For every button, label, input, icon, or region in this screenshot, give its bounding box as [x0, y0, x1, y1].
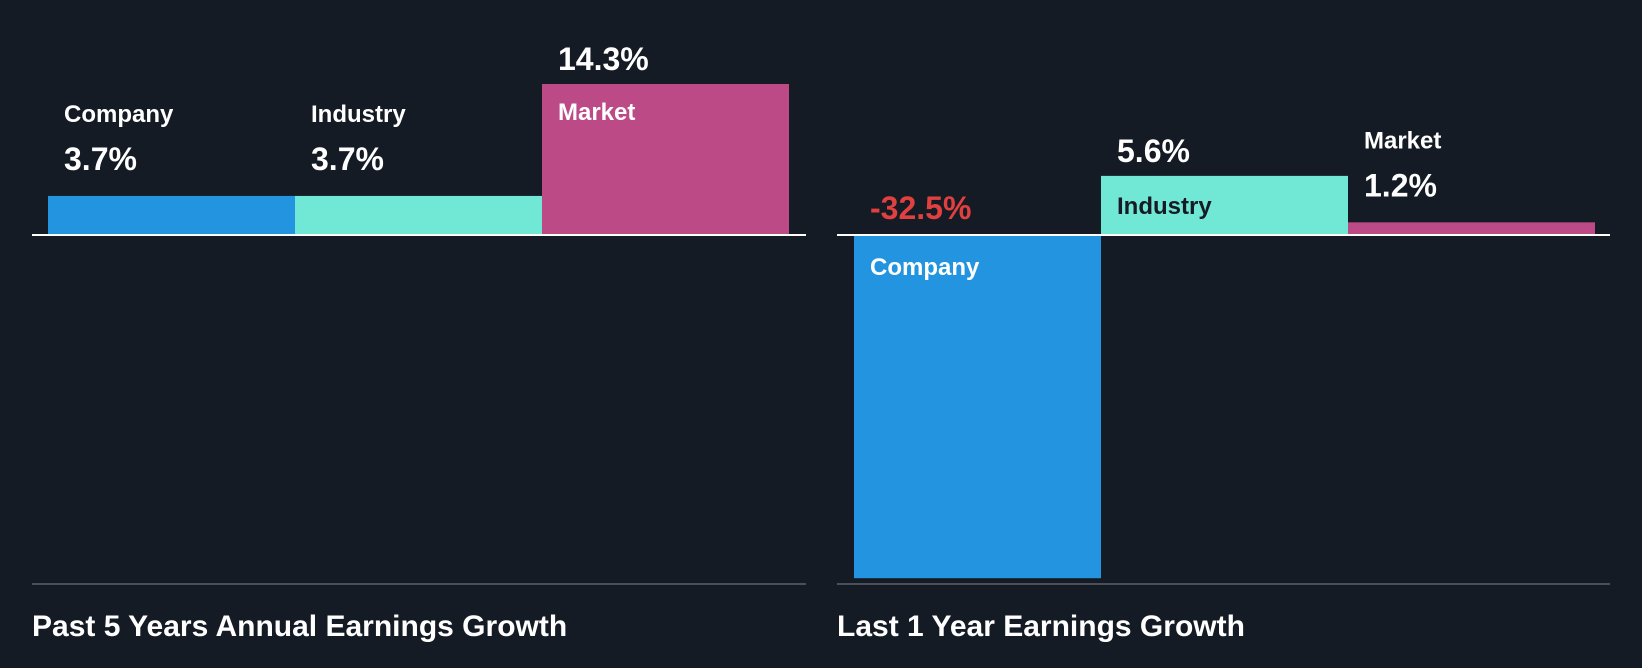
category-label-company: Company — [870, 254, 980, 281]
value-label-company: -32.5% — [870, 190, 971, 226]
value-label-market: 1.2% — [1364, 167, 1437, 203]
category-label-industry: Industry — [1117, 193, 1212, 220]
value-label-market: 14.3% — [558, 41, 649, 77]
bar-company — [48, 195, 295, 235]
bar-market — [1348, 222, 1595, 235]
category-label-company: Company — [64, 101, 174, 128]
chart-title-past-5-years: Past 5 Years Annual Earnings Growth — [32, 610, 567, 643]
value-label-company: 3.7% — [64, 141, 137, 177]
bar-company — [854, 235, 1101, 579]
value-label-industry: 5.6% — [1117, 133, 1190, 169]
bar-industry — [1101, 175, 1348, 235]
value-label-industry: 3.7% — [311, 141, 384, 177]
bar-industry — [295, 195, 542, 235]
category-label-market: Market — [1364, 127, 1441, 154]
past-5-years-chart: Company 3.7% Industry 3.7% Market 14.3% — [32, 41, 806, 585]
category-label-industry: Industry — [311, 101, 406, 128]
category-label-market: Market — [558, 99, 635, 126]
chart-title-last-1-year: Last 1 Year Earnings Growth — [837, 610, 1245, 643]
bar-market — [542, 84, 789, 235]
last-1-year-chart: Company -32.5% Industry 5.6% Market 1.2% — [837, 127, 1610, 585]
